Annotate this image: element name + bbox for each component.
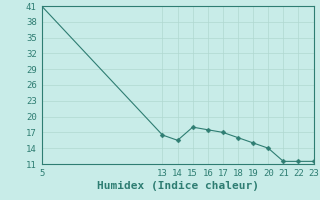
X-axis label: Humidex (Indice chaleur): Humidex (Indice chaleur)	[97, 181, 259, 191]
